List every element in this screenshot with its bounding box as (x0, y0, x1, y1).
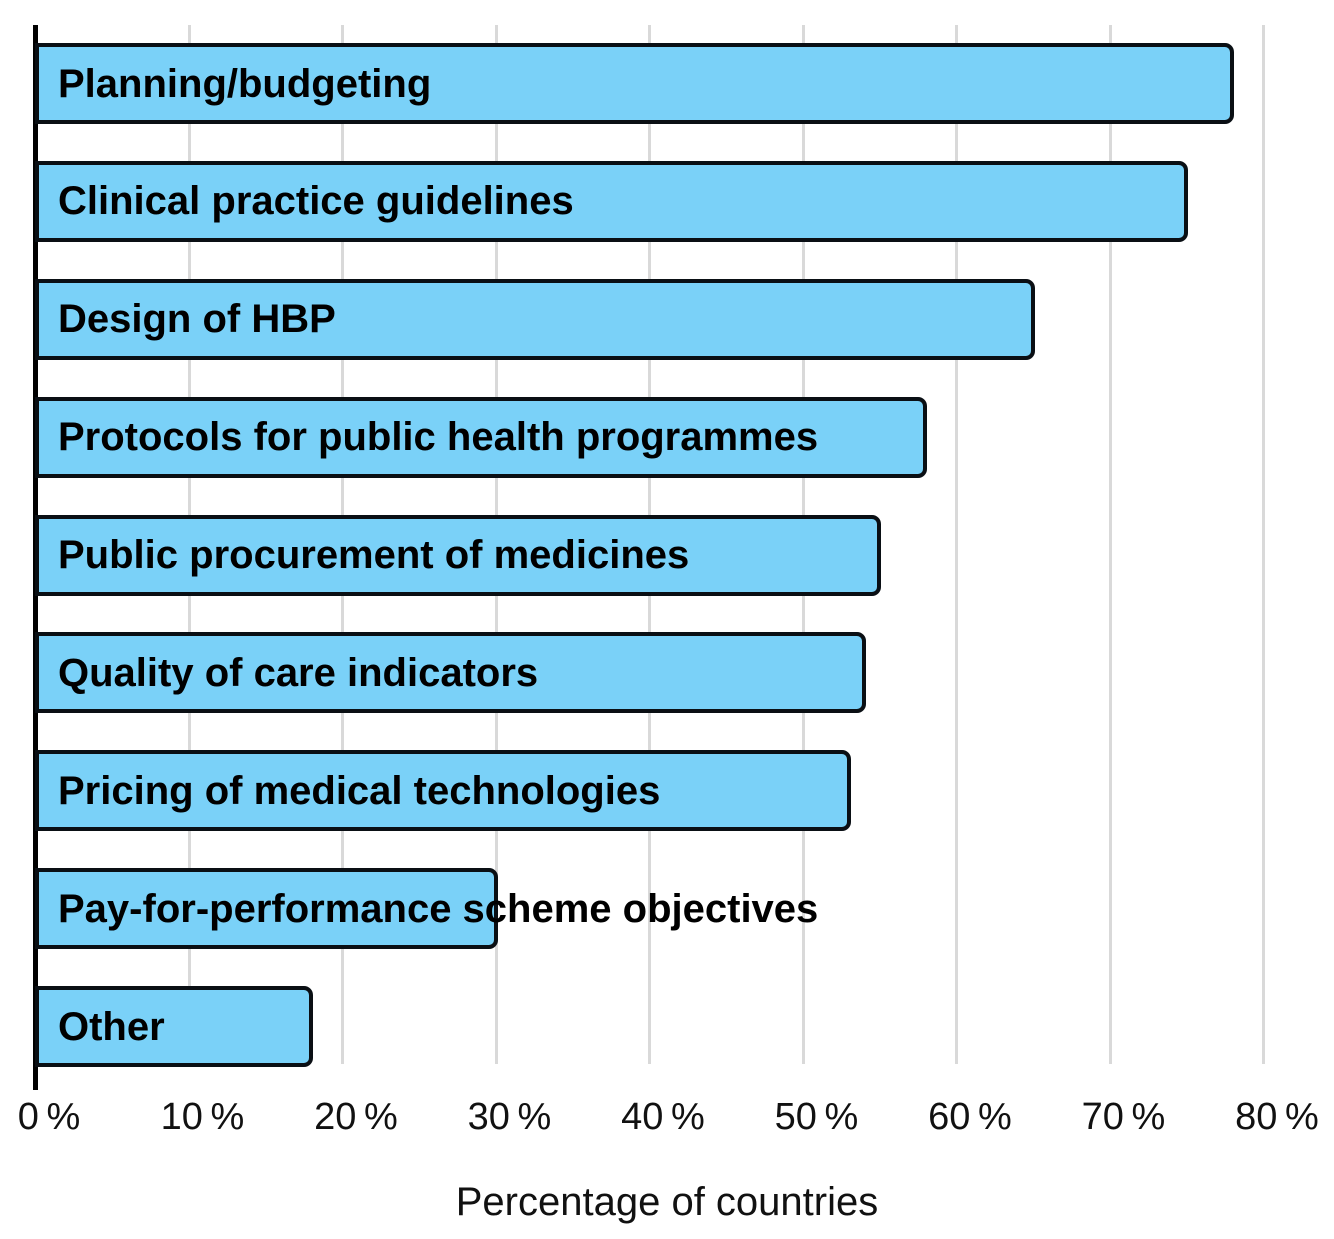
bar-label: Protocols for public health programmes (58, 415, 819, 460)
bar-label: Clinical practice guidelines (58, 179, 574, 224)
bar: Clinical practice guidelines (35, 160, 1189, 242)
bar: Pricing of medical technologies (35, 750, 851, 832)
x-tick-label: 80 % (1235, 1096, 1319, 1138)
x-tick-label: 10 % (160, 1096, 245, 1138)
bar: Planning/budgeting (35, 43, 1235, 124)
x-tick-label: 30 % (467, 1096, 552, 1138)
bar: Protocols for public health programmes (35, 396, 928, 478)
bar-label: Quality of care indicators (58, 650, 539, 695)
x-tick-label: 50 % (774, 1096, 859, 1138)
bar-label: Planning/budgeting (58, 61, 432, 106)
bar: Pay-for-performance scheme objectives (35, 868, 818, 950)
x-tick-label: 40 % (621, 1096, 705, 1138)
x-tick-label: 20 % (314, 1096, 398, 1138)
bar-label: Design of HBP (58, 297, 336, 342)
gridline-60 (955, 25, 958, 1064)
bar-label: Pay-for-performance scheme objectives (58, 886, 819, 931)
gridline-80 (1262, 25, 1265, 1064)
x-tick-label: 60 % (928, 1096, 1012, 1138)
bar: Public procurement of medicines (35, 514, 882, 596)
gridline-70 (1108, 25, 1112, 1064)
bar: Quality of care indicators (35, 632, 866, 714)
bar-label: Pricing of medical technologies (58, 768, 661, 813)
bar-label: Other (58, 1004, 165, 1049)
bar: Other (35, 986, 314, 1067)
bar: Design of HBP (35, 278, 1035, 360)
x-axis-title: Percentage of countries (455, 1180, 879, 1224)
x-tick-label: 70 % (1081, 1096, 1166, 1138)
x-tick-label: 0 % (17, 1096, 81, 1138)
bar-label: Public procurement of medicines (58, 533, 690, 577)
